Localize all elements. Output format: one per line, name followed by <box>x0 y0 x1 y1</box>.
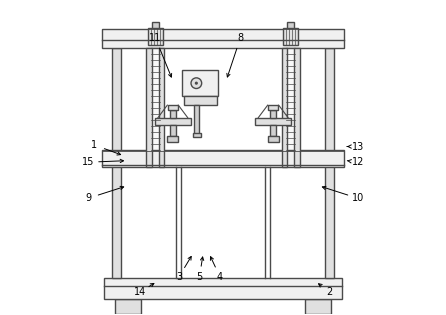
Bar <box>184 96 217 105</box>
Text: 3: 3 <box>176 272 182 282</box>
Bar <box>268 136 279 141</box>
Bar <box>255 118 291 124</box>
Bar <box>283 28 298 45</box>
Bar <box>104 278 342 299</box>
Bar <box>152 22 159 28</box>
Bar <box>167 136 178 141</box>
Bar <box>305 299 331 314</box>
Bar <box>151 49 160 150</box>
Bar <box>102 29 344 48</box>
Bar <box>270 110 277 118</box>
Text: 2: 2 <box>326 287 333 297</box>
Text: 8: 8 <box>237 33 244 43</box>
Bar <box>102 150 344 167</box>
Text: 5: 5 <box>196 272 202 282</box>
Text: 13: 13 <box>352 141 364 152</box>
Text: 4: 4 <box>217 272 223 282</box>
Bar <box>287 22 294 28</box>
Bar <box>169 124 176 136</box>
Bar <box>112 48 121 278</box>
Text: 9: 9 <box>85 193 91 203</box>
Bar <box>169 110 176 118</box>
Bar <box>182 70 218 96</box>
Bar <box>194 105 199 134</box>
Bar <box>146 48 152 167</box>
Text: 1: 1 <box>91 140 98 150</box>
Bar <box>268 105 278 110</box>
Bar <box>286 49 295 150</box>
Text: 15: 15 <box>82 157 95 167</box>
Text: 11: 11 <box>149 33 162 43</box>
Circle shape <box>191 78 202 89</box>
Bar <box>281 48 287 167</box>
Circle shape <box>195 82 198 85</box>
Bar <box>294 48 300 167</box>
Bar <box>155 118 191 124</box>
Text: 14: 14 <box>134 287 146 297</box>
Bar <box>168 105 178 110</box>
Bar <box>159 48 165 167</box>
Bar <box>325 48 334 278</box>
Bar <box>148 28 163 45</box>
Text: 12: 12 <box>351 157 364 167</box>
Bar <box>270 124 277 136</box>
Text: 10: 10 <box>352 193 364 203</box>
Bar <box>193 133 201 137</box>
Bar <box>115 299 141 314</box>
